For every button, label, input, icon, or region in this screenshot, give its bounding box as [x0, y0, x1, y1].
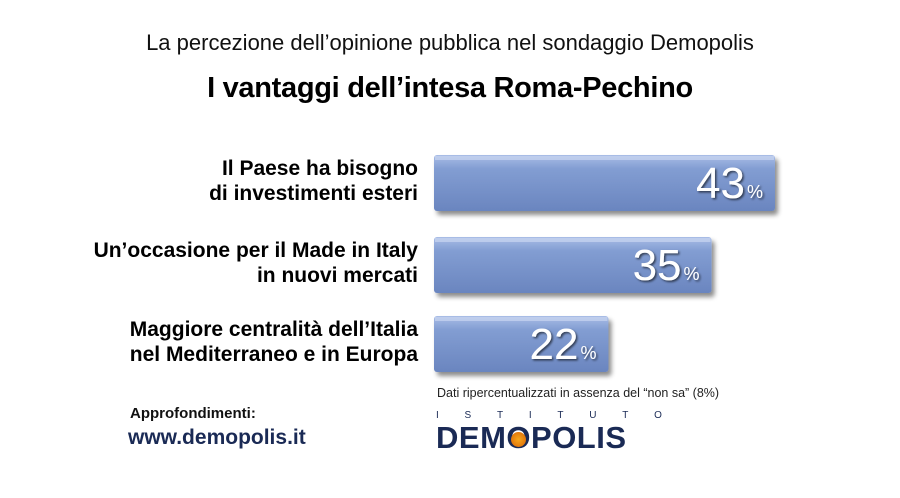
bar-value-number: 43 [696, 159, 745, 208]
bar-1 [434, 237, 712, 293]
bar-0 [434, 155, 775, 211]
chart-supertitle: La percezione dell’opinione pubblica nel… [146, 30, 754, 55]
category-label-line: di investimenti esteri [209, 182, 418, 205]
logo-letter: I [528, 410, 532, 421]
logo-letter: U [589, 410, 597, 421]
bar-chart: 43 % Il Paese ha bisogno di investimenti es… [94, 155, 775, 372]
logo-letter: T [496, 410, 504, 421]
bar-value-number: 22 [529, 320, 578, 369]
bar-2 [434, 316, 609, 372]
logo-letter: S [464, 410, 472, 421]
footnote: Dati ripercentualizzati in assenza del “… [437, 386, 720, 400]
category-label-line: Maggiore centralità dell’Italia [130, 318, 419, 341]
logo-letter: O [654, 410, 662, 421]
category-label: Maggiore centralità dell’Italia nel Medit… [130, 318, 419, 366]
bar-value-label: 22% [529, 320, 596, 369]
website-link[interactable]: www.demopolis.it [128, 426, 306, 449]
bar-value-label: 35% [633, 241, 700, 290]
category-label-line: in nuovi mercati [257, 264, 418, 287]
bar-highlight [435, 317, 608, 321]
chart-title: I vantaggi dell’intesa Roma-Pechino [207, 72, 693, 104]
bar-highlight [435, 238, 711, 242]
bar-value-unit: % [684, 264, 700, 284]
logo-letter: I [436, 410, 439, 421]
bar-value-number: 35 [633, 241, 682, 290]
logo-letter: T [622, 410, 629, 421]
bar-value-label: 43% [696, 159, 763, 208]
bar-value-unit: % [580, 343, 596, 363]
category-label: Il Paese ha bisogno di investimenti ester… [209, 157, 418, 205]
more-info-label: Approfondimenti: [130, 405, 256, 422]
logo-wordmark: DEMOPOLIS [436, 420, 627, 455]
category-label-line: Il Paese ha bisogno [222, 157, 418, 180]
demopolis-logo: I S T I T U T O DEMOPOLIS [436, 410, 662, 455]
bar-highlight [435, 156, 774, 160]
category-label-line: Un’occasione per il Made in Italy [94, 239, 419, 262]
logo-letter: T [557, 410, 564, 421]
category-label: Un’occasione per il Made in Italy in nuov… [94, 239, 419, 287]
category-label-line: nel Mediterraneo e in Europa [130, 343, 419, 366]
bar-value-unit: % [747, 182, 763, 202]
